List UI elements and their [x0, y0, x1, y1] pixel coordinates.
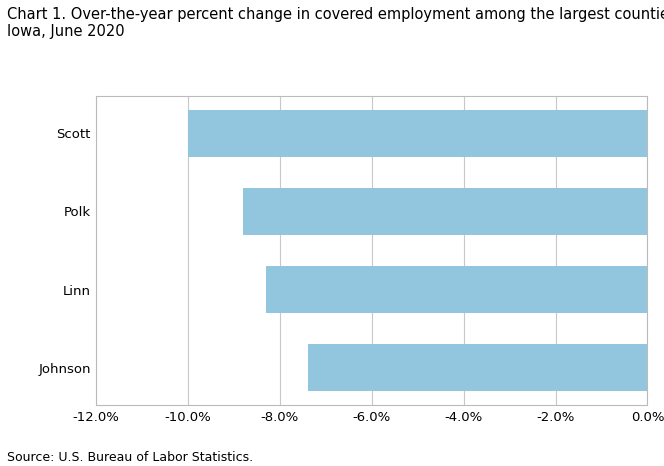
Text: Chart 1. Over-the-year percent change in covered employment among the largest co: Chart 1. Over-the-year percent change in…	[7, 7, 664, 40]
Bar	[188, 110, 647, 157]
Bar	[307, 344, 647, 391]
Bar	[266, 266, 647, 313]
Bar	[243, 188, 647, 235]
Text: Source: U.S. Bureau of Labor Statistics.: Source: U.S. Bureau of Labor Statistics.	[7, 451, 253, 464]
